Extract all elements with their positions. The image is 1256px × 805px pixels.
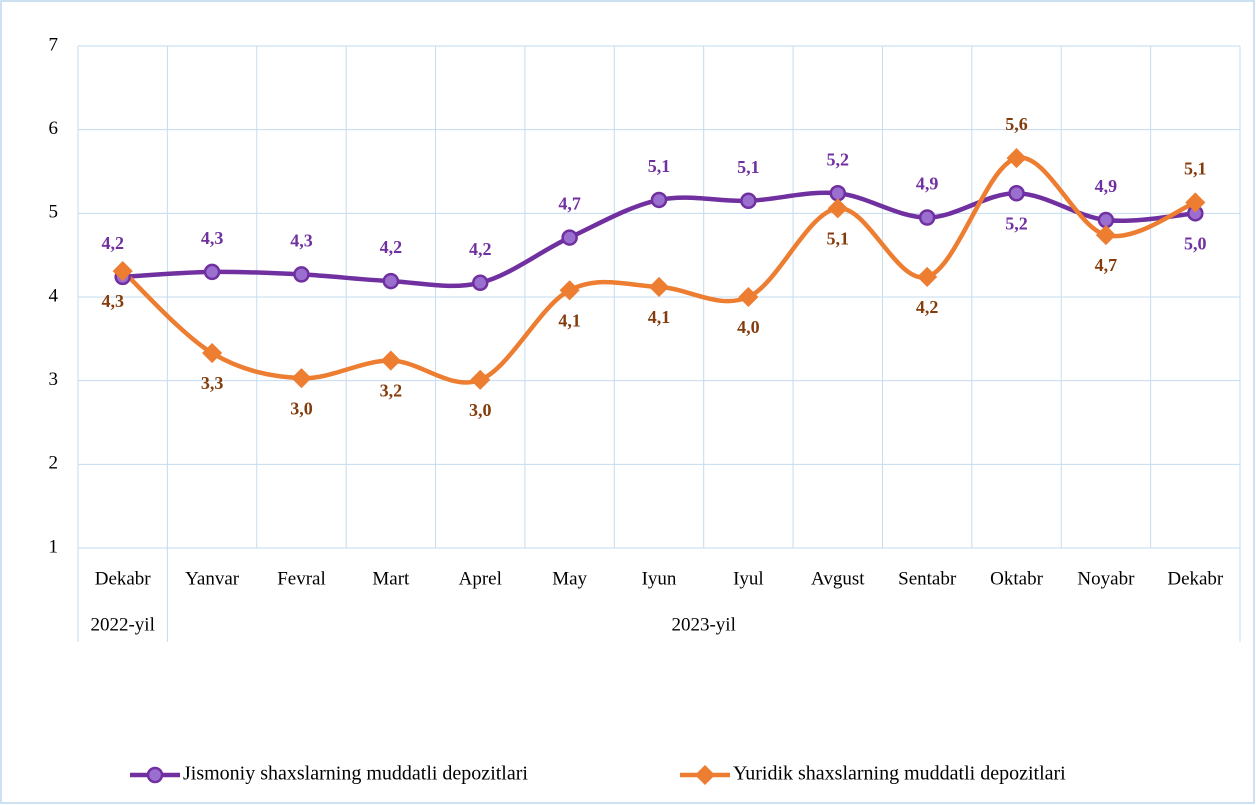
data-label: 5,0 [1184, 233, 1207, 253]
x-tick-label: Aprel [459, 568, 502, 589]
point [470, 369, 491, 390]
x-tick-label: Iyul [733, 568, 764, 589]
point [1008, 185, 1025, 202]
legend-label: Yuridik shaxslarning muddatli depozitlar… [733, 763, 1066, 785]
point [471, 274, 489, 292]
y-tick-label: 5 [49, 202, 59, 223]
point [738, 286, 759, 308]
group-label: 2022-yil [90, 614, 154, 635]
y-tick-label: 4 [49, 285, 59, 306]
point [1095, 225, 1116, 246]
point [650, 191, 668, 209]
point [202, 342, 223, 364]
point [380, 350, 401, 371]
x-tick-label: Oktabr [990, 568, 1043, 589]
data-label: 4,3 [101, 291, 124, 311]
data-label: 3,0 [469, 400, 492, 420]
x-tick-label: Sentabr [898, 568, 957, 589]
x-tick-label: Mart [372, 568, 410, 589]
point [740, 192, 757, 210]
data-label: 4,2 [916, 297, 939, 317]
data-label: 5,1 [1184, 159, 1207, 179]
y-tick-label: 3 [49, 369, 59, 390]
data-label: 4,9 [1095, 176, 1118, 196]
data-label: 5,2 [827, 149, 850, 169]
x-tick-label: Dekabr [95, 568, 152, 589]
point [918, 209, 936, 226]
point [293, 266, 310, 283]
x-tick-label: Dekabr [1167, 568, 1224, 589]
point [648, 276, 670, 298]
x-tick-label: Yanvar [185, 568, 240, 589]
point [203, 263, 221, 281]
x-tick-label: May [552, 568, 587, 589]
data-label: 4,0 [737, 317, 760, 337]
data-label: 4,3 [290, 231, 313, 251]
x-tick-label: Noyabr [1077, 568, 1135, 589]
point [827, 198, 848, 219]
legend-label: Jismoniy shaxslarning muddatli depozitla… [183, 763, 528, 785]
data-label: 4,7 [558, 194, 581, 214]
data-label: 4,2 [469, 239, 492, 259]
data-label: 4,1 [558, 310, 581, 330]
data-label: 3,3 [201, 373, 224, 393]
point [829, 185, 847, 202]
data-label: 4,2 [101, 233, 124, 253]
data-label: 4,3 [201, 228, 224, 248]
data-label: 4,7 [1095, 255, 1118, 275]
y-tick-label: 1 [49, 536, 59, 557]
point [112, 261, 133, 282]
data-label: 3,0 [290, 398, 313, 418]
point [1097, 211, 1115, 229]
data-label: 5,6 [1005, 114, 1028, 134]
data-label: 4,1 [648, 307, 671, 327]
point [382, 272, 400, 290]
data-label: 5,1 [737, 157, 760, 177]
x-tick-label: Avgust [811, 568, 865, 589]
data-label: 5,1 [648, 156, 671, 176]
point [291, 368, 312, 389]
data-label: 4,2 [380, 237, 403, 257]
data-label: 5,1 [827, 228, 850, 248]
data-label: 3,2 [380, 381, 403, 401]
data-label: 5,2 [1005, 213, 1028, 233]
y-tick-label: 7 [49, 34, 59, 55]
x-tick-label: Iyun [642, 568, 677, 589]
point [1006, 148, 1027, 169]
group-label: 2023-yil [671, 614, 735, 635]
y-tick-label: 2 [49, 453, 59, 474]
point [559, 280, 580, 301]
x-tick-label: Fevral [277, 568, 326, 589]
legend-marker [694, 764, 716, 786]
point [1185, 192, 1206, 213]
data-label: 4,9 [916, 174, 939, 194]
point [561, 229, 578, 246]
point [917, 266, 938, 287]
legend-marker [146, 766, 164, 784]
y-tick-label: 6 [49, 118, 59, 139]
